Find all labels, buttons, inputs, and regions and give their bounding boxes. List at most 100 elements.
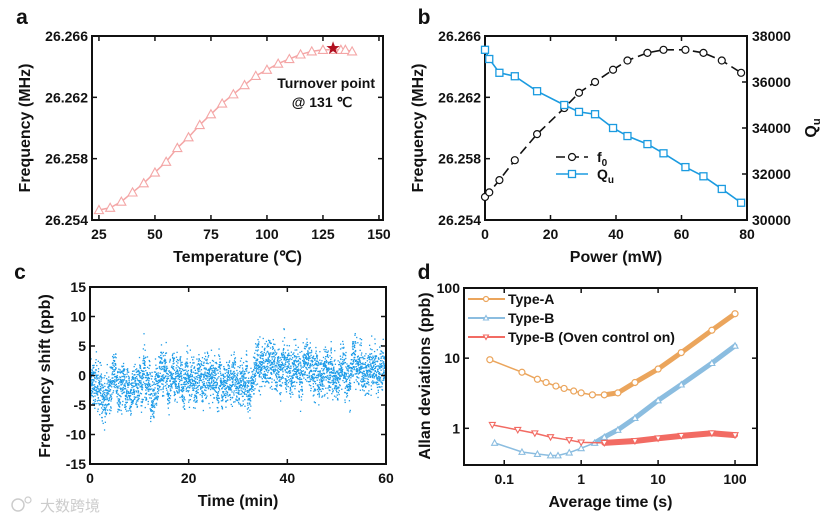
- data-point: [216, 369, 218, 372]
- data-point: [372, 383, 374, 385]
- data-point: [142, 362, 144, 364]
- data-point: [315, 364, 318, 366]
- data-point: [210, 373, 212, 375]
- data-point: [171, 354, 174, 357]
- data-point: [160, 366, 162, 368]
- data-point: [340, 369, 342, 372]
- data-point: [133, 389, 135, 391]
- data-point: [234, 382, 236, 384]
- data-point: [288, 366, 290, 369]
- data-point: [495, 176, 504, 185]
- data-point: [265, 353, 267, 355]
- data-point: [279, 360, 281, 362]
- data-point: [199, 370, 201, 372]
- data-point: [135, 369, 137, 371]
- data-point: [140, 376, 142, 378]
- data-point: [280, 366, 282, 369]
- data-point: [128, 384, 130, 386]
- data-point: [380, 381, 383, 383]
- data-point: [275, 373, 277, 375]
- data-point: [147, 377, 149, 379]
- data-point: [221, 406, 224, 408]
- data-point: [258, 354, 260, 356]
- data-point: [237, 388, 240, 390]
- x-tick-label: 0.1: [494, 471, 514, 487]
- data-point: [320, 373, 323, 375]
- data-point: [170, 384, 172, 387]
- data-point: [217, 399, 219, 402]
- data-point: [187, 376, 190, 378]
- data-point: [248, 380, 250, 382]
- data-point: [181, 396, 183, 399]
- data-point: [218, 348, 220, 350]
- data-point: [98, 377, 100, 379]
- data-point: [278, 376, 280, 378]
- data-point: [203, 361, 205, 363]
- data-point: [240, 389, 242, 391]
- x-tick-label: 100: [723, 471, 747, 487]
- data-point: [258, 366, 261, 369]
- data-point: [307, 363, 309, 366]
- data-point: [130, 383, 132, 385]
- data-point: [124, 404, 127, 406]
- data-point: [382, 338, 384, 341]
- data-point: [380, 363, 383, 365]
- data-point: [382, 377, 385, 380]
- data-point: [263, 367, 265, 370]
- data-point: [314, 402, 317, 404]
- data-point: [159, 362, 162, 364]
- data-point: [335, 387, 337, 389]
- data-point: [262, 374, 264, 376]
- data-point: [142, 360, 144, 362]
- data-point: [293, 354, 296, 357]
- data-point: [94, 362, 97, 364]
- data-point: [129, 395, 132, 397]
- data-point: [355, 370, 358, 373]
- data-point: [96, 393, 99, 395]
- data-point: [133, 393, 135, 396]
- data-point: [185, 378, 187, 380]
- data-point: [659, 45, 668, 54]
- data-point: [303, 354, 305, 356]
- data-point: [290, 382, 292, 384]
- data-point: [138, 395, 141, 397]
- data-point: [222, 392, 224, 394]
- x-tick-label: 40: [280, 470, 296, 486]
- data-point: [110, 380, 113, 382]
- data-point: [219, 366, 221, 368]
- data-point: [108, 385, 110, 387]
- data-point: [294, 372, 297, 375]
- data-point: [139, 366, 141, 368]
- data-point: [139, 364, 141, 366]
- data-point: [154, 403, 156, 405]
- data-point: [153, 389, 156, 391]
- data-point: [91, 388, 94, 390]
- data-point: [267, 359, 269, 361]
- data-point: [360, 368, 362, 370]
- data-point: [227, 363, 229, 366]
- data-point: [92, 372, 95, 375]
- data-point: [285, 388, 287, 391]
- data-point: [214, 370, 216, 372]
- data-point: [182, 406, 184, 408]
- data-point: [150, 397, 152, 399]
- data-point: [138, 383, 140, 385]
- data-point: [114, 369, 117, 371]
- data-point: [360, 378, 363, 380]
- watermark: 大数跨境: [11, 496, 100, 515]
- data-point: [161, 368, 164, 370]
- data-point: [262, 353, 265, 355]
- data-point: [145, 393, 147, 395]
- data-point: [228, 367, 231, 369]
- data-point: [169, 383, 172, 385]
- data-point: [343, 381, 345, 384]
- data-point: [130, 388, 132, 391]
- data-point: [131, 378, 134, 380]
- data-point: [144, 349, 146, 351]
- data-point: [169, 379, 171, 382]
- data-point: [266, 363, 269, 365]
- data-point: [369, 370, 371, 372]
- data-point: [91, 390, 94, 393]
- data-point: [140, 380, 142, 382]
- data-point: [126, 396, 128, 398]
